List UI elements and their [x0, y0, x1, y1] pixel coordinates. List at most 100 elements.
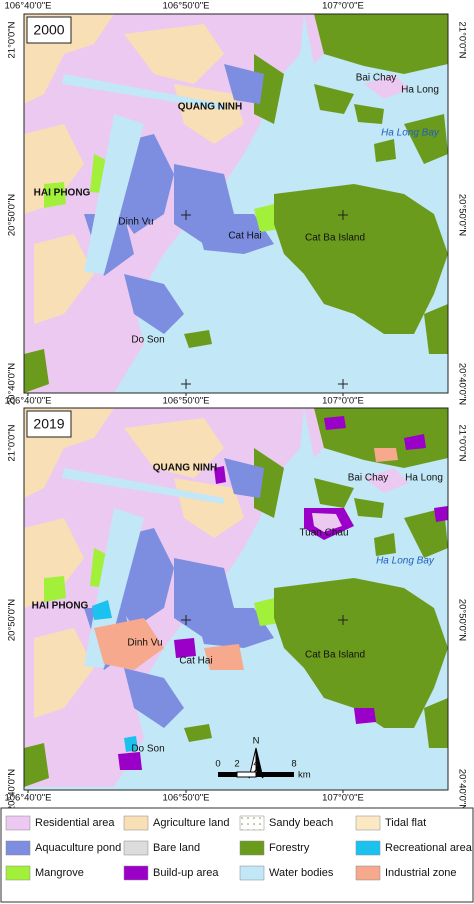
- land-patch: [364, 468, 409, 493]
- legend-label: Tidal flat: [385, 817, 426, 829]
- land-patch: [314, 84, 354, 114]
- latitude-label: 21°0'0"N: [7, 21, 18, 58]
- legend-swatch: [355, 865, 381, 881]
- place-label: Ha Long: [401, 85, 439, 96]
- legend-swatch: [123, 840, 149, 856]
- land-patch: [44, 576, 66, 602]
- latitude-label: 20°50'0"N: [456, 194, 467, 236]
- land-patch: [34, 234, 94, 324]
- map-panel: 2000 Bai Chay Ha Long QUANG NINH Ha Long Bay…: [4, 1, 467, 407]
- land-patch: [324, 416, 346, 430]
- land-patch: [124, 736, 138, 752]
- place-label: Ha Long Bay: [381, 128, 440, 139]
- land-patch: [84, 114, 144, 274]
- land-patch: [24, 518, 84, 608]
- latitude-label: 21°0'0"N: [456, 22, 467, 59]
- legend-swatch: [239, 840, 265, 856]
- legend-swatch: [355, 815, 381, 831]
- map-area: [24, 14, 448, 393]
- longitude-label: 106°50'0"E: [162, 396, 209, 407]
- north-label: N: [253, 736, 260, 747]
- land-patch: [374, 533, 396, 556]
- scale-tick: 0: [215, 759, 220, 770]
- legend-label: Recreational area: [385, 842, 473, 854]
- longitude-label: 106°40'0"E: [4, 793, 51, 804]
- scale-tick: 8: [291, 759, 296, 770]
- panel-frame: [23, 407, 449, 791]
- legend-label: Industrial zone: [385, 867, 457, 879]
- land-patch: [254, 598, 280, 626]
- year-label: 2019: [33, 416, 64, 432]
- legend-swatch: [355, 840, 381, 856]
- land-patch: [224, 458, 264, 498]
- map-panel: 2019 Bai Chay Ha Long QUANG NINH Tuan Chau Ha…: [4, 407, 467, 811]
- latitude-label: 21°0'0"N: [7, 424, 18, 461]
- place-label: Cat Hai: [228, 231, 261, 242]
- scale-seg: [256, 772, 294, 777]
- longitude-label: 107°0'0"E: [322, 793, 364, 804]
- land-patch: [364, 74, 409, 99]
- land-patch: [314, 408, 448, 468]
- latitude-label: 20°50'0"N: [456, 599, 467, 641]
- place-label: Do Son: [131, 744, 164, 755]
- land-patch: [124, 274, 184, 334]
- land-patch: [224, 64, 264, 104]
- land-patch: [62, 468, 224, 504]
- year-box: [26, 410, 72, 438]
- land-patch: [274, 578, 448, 728]
- place-label: Ha Long: [405, 473, 443, 484]
- land-patch: [354, 104, 384, 124]
- land-patch: [424, 698, 448, 748]
- land-patch: [434, 506, 448, 522]
- land-patch: [254, 448, 284, 518]
- land-patch: [24, 743, 49, 787]
- land-patch: [24, 124, 84, 214]
- place-label: Bai Chay: [348, 473, 389, 484]
- land-patch: [204, 644, 244, 670]
- scale-tick: 2: [234, 759, 239, 770]
- legend-label: Sandy beach: [269, 817, 333, 829]
- land-patch: [404, 114, 448, 164]
- longitude-label: 106°40'0"E: [4, 396, 51, 407]
- map-area: [24, 408, 448, 790]
- land-patch: [124, 668, 184, 728]
- land-patch: [254, 54, 284, 124]
- place-label: Tuan Chau: [299, 528, 348, 539]
- scale-tick: 4: [253, 759, 258, 770]
- latitude-label: 20°40'0"N: [7, 363, 18, 405]
- land-patch: [184, 330, 212, 348]
- land-patch: [374, 139, 396, 162]
- longitude-label: 106°50'0"E: [162, 1, 209, 12]
- land-patch: [62, 74, 224, 110]
- land-patch: [34, 628, 94, 718]
- land-patch: [424, 304, 448, 354]
- latitude-label: 21°0'0"N: [456, 425, 467, 462]
- legend-label: Build-up area: [153, 867, 219, 879]
- land-patch: [184, 724, 212, 742]
- legend-label: Forestry: [269, 842, 310, 854]
- land-patch: [194, 214, 274, 254]
- legend-swatch: [5, 865, 31, 881]
- land-patch: [354, 498, 384, 518]
- land-patch: [314, 14, 448, 74]
- place-label: QUANG NINH: [178, 102, 242, 113]
- legend-frame: [0, 807, 474, 903]
- place-label: Dinh Vu: [118, 217, 153, 228]
- scale-bar: 0 2 4 8km: [215, 759, 310, 781]
- land-patch: [44, 182, 66, 208]
- land-patch: [312, 513, 342, 532]
- land-patch: [314, 478, 354, 508]
- latitude-label: 20°50'0"N: [7, 194, 18, 236]
- place-label: Cat Ba Island: [305, 650, 365, 661]
- scale-seg: [236, 771, 257, 778]
- land-patch: [214, 466, 226, 484]
- legend: Residential area Agriculture land Sandy be…: [0, 807, 474, 903]
- land-patch: [118, 752, 142, 770]
- scale-seg: [218, 772, 237, 777]
- legend-label: Bare land: [153, 842, 200, 854]
- land-patch: [254, 204, 280, 232]
- legend-label: Residential area: [35, 817, 115, 829]
- latitude-label: 20°50'0"N: [7, 599, 18, 641]
- legend-swatch: [123, 865, 149, 881]
